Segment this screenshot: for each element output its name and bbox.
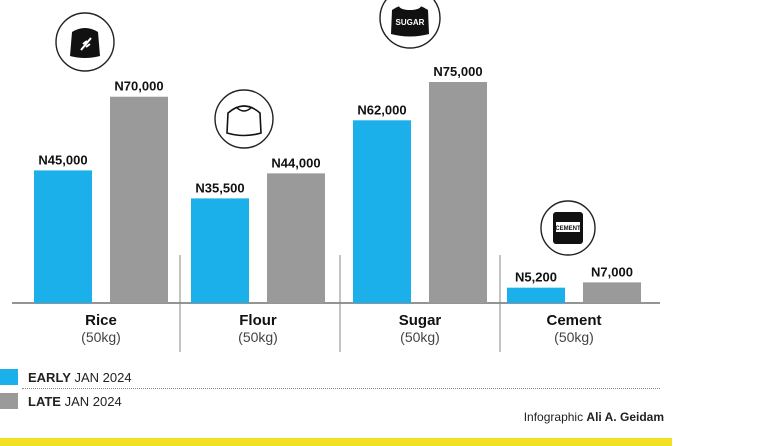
data-label: N5,200 bbox=[515, 270, 557, 285]
category-unit: (50kg) bbox=[400, 329, 440, 345]
bar-rice-late bbox=[110, 96, 168, 303]
legend-item-late: LATE JAN 2024 bbox=[0, 393, 640, 409]
bar-cement-late bbox=[583, 282, 641, 303]
category-label: Flour bbox=[239, 312, 277, 329]
data-label: N44,000 bbox=[271, 155, 320, 170]
bar-cement-early bbox=[507, 287, 565, 303]
bottom-accent-bar bbox=[0, 438, 672, 446]
bar-sugar-early bbox=[353, 120, 411, 303]
data-label: N35,500 bbox=[195, 180, 244, 195]
data-label: N7,000 bbox=[591, 264, 633, 279]
category-unit: (50kg) bbox=[554, 329, 594, 345]
bar-flour-early bbox=[191, 198, 249, 303]
legend-late-rest: JAN 2024 bbox=[60, 393, 122, 409]
legend-early-bold: EARLY bbox=[28, 369, 71, 385]
sugar-bag-icon: SUGAR bbox=[379, 0, 441, 49]
icon-label-cement: CEMENT bbox=[555, 226, 581, 232]
category-unit: (50kg) bbox=[81, 329, 121, 345]
data-label: N70,000 bbox=[114, 79, 163, 94]
legend-item-early: EARLY JAN 2024 bbox=[0, 369, 640, 385]
category-label: Cement bbox=[546, 312, 601, 329]
bar-sugar-late bbox=[429, 82, 487, 303]
legend-early-rest: JAN 2024 bbox=[70, 369, 132, 385]
bar-rice-early bbox=[34, 170, 92, 303]
bar-chart: N45,000N70,000Rice(50kg)N35,500N44,000Fl… bbox=[12, 0, 660, 352]
category-unit: (50kg) bbox=[238, 329, 278, 345]
credit-author: Ali A. Geidam bbox=[586, 410, 664, 424]
data-label: N62,000 bbox=[357, 102, 406, 117]
data-label: N45,000 bbox=[38, 152, 87, 167]
legend-late-bold: LATE bbox=[28, 393, 61, 409]
category-label: Sugar bbox=[399, 312, 442, 329]
legend-swatch-late bbox=[0, 393, 18, 409]
infographic-credit: Infographic Ali A. Geidam bbox=[524, 410, 664, 424]
category-label: Rice bbox=[85, 312, 117, 329]
data-label: N75,000 bbox=[433, 64, 482, 79]
icon-label-sugar: SUGAR bbox=[396, 18, 425, 27]
legend-swatch-early bbox=[0, 369, 18, 385]
rice-bag-icon bbox=[55, 12, 115, 72]
legend-label-late: LATE JAN 2024 bbox=[28, 394, 122, 409]
legend-label-early: EARLY JAN 2024 bbox=[28, 370, 132, 385]
cement-bag-icon: CEMENT bbox=[540, 200, 596, 256]
flour-bag-icon bbox=[214, 89, 274, 149]
legend-divider bbox=[22, 388, 660, 389]
credit-prefix: Infographic bbox=[523, 410, 587, 424]
bar-flour-late bbox=[267, 173, 325, 303]
